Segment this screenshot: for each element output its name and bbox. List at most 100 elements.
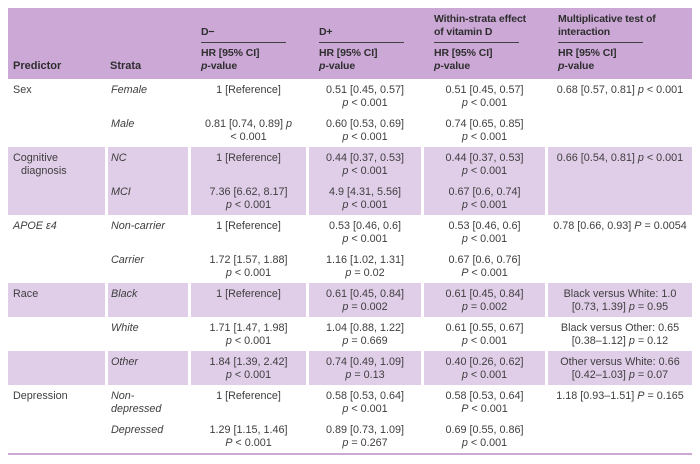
predictor-cell: [8, 419, 105, 453]
within-strata-cell: 0.51 [0.45, 0.57] p < 0.001: [421, 79, 545, 113]
stat-line: p < 0.001: [225, 267, 272, 279]
d-minus-cell: 1.72 [1.57, 1.88] p < 0.001: [188, 249, 306, 283]
stat-line: 0.44 [0.37, 0.53]: [325, 152, 405, 164]
stat-line: 0.51 [0.45, 0.57]: [325, 84, 405, 96]
stat-line: 4.9 [4.31, 5.56]: [328, 186, 402, 198]
strata-cell: Non-carrier: [105, 215, 188, 249]
d-plus-cell: 4.9 [4.31, 5.56] p < 0.001: [306, 181, 421, 215]
predictor-cell: [8, 249, 105, 283]
group-label-line: D−: [201, 26, 215, 38]
d-minus-cell: 1 [Reference]: [188, 147, 306, 181]
table-row: Male 0.81 [0.74, 0.89] p < 0.001 0.60 [0…: [8, 113, 692, 147]
predictor-cell: [8, 351, 105, 385]
stat-line: 0.58 [0.53, 0.64]: [445, 390, 524, 402]
subheader-p-value: p-value: [319, 60, 356, 72]
stat-line: 1 [Reference]: [216, 390, 281, 402]
stat-line: 0.74 [0.49, 1.09]: [325, 356, 405, 368]
stat-line: 1 [Reference]: [216, 84, 281, 96]
within-strata-cell: 0.53 [0.46, 0.6] p < 0.001: [421, 215, 545, 249]
predictor-cell: APOE ε4: [13, 220, 57, 232]
group-label-line: Multiplicative test of: [558, 13, 656, 25]
stat-line: p = 0.02: [345, 267, 385, 279]
strata-cell: White: [105, 317, 188, 351]
stat-line: 0.61 [0.55, 0.67]: [445, 322, 524, 334]
stat-line: p = 0.669: [342, 335, 388, 347]
strata-cell: MCI: [105, 181, 188, 215]
stat-line: 0.78 [0.66, 0.93] P = 0.0054: [553, 220, 687, 232]
stratified-results-table: Predictor Strata D− HR [95% CI] p-value …: [8, 8, 692, 453]
col-group-d-minus: D− HR [95% CI] p-value: [188, 8, 306, 79]
d-plus-cell: 0.53 [0.46, 0.6] p < 0.001: [306, 215, 421, 249]
stat-line: p < 0.001: [461, 233, 508, 245]
stat-line: 0.74 [0.65, 0.85]: [445, 118, 524, 130]
stat-line: 1 [Reference]: [216, 220, 281, 232]
strata-cell: Female: [105, 79, 188, 113]
header-row: Predictor Strata D− HR [95% CI] p-value …: [8, 8, 692, 79]
stat-line: P < 0.001: [461, 267, 508, 279]
within-strata-cell: 0.44 [0.37, 0.53] p < 0.001: [421, 147, 545, 181]
predictor-cell: Race: [8, 283, 105, 317]
strata-cell: Black: [105, 283, 188, 317]
stat-line: 1.04 [0.88, 1.22]: [325, 322, 405, 334]
spanner-rule: [434, 42, 519, 43]
d-plus-cell: 0.44 [0.37, 0.53] p < 0.001: [306, 147, 421, 181]
interaction-cell: Other versus White: 0.66 [0.42–1.03] p =…: [545, 351, 692, 385]
table-header: Predictor Strata D− HR [95% CI] p-value …: [8, 8, 692, 79]
subheader-p-value: p-value: [558, 60, 595, 72]
table-row: Depression Non-depressed 1 [Reference] 0…: [8, 385, 692, 419]
table-bottom-rule: [8, 453, 692, 455]
table-row: Cognitive diagnosis NC 1 [Reference] 0.4…: [8, 147, 692, 181]
stat-line: 0.44 [0.37, 0.53]: [445, 152, 524, 164]
stat-line: p < 0.001: [342, 165, 388, 177]
d-plus-cell: 0.89 [0.73, 1.09] p = 0.267: [306, 419, 421, 453]
d-plus-cell: 0.58 [0.53, 0.64] p < 0.001: [306, 385, 421, 419]
stat-line: 0.68 [0.57, 0.81] p < 0.001: [556, 84, 684, 96]
subheader-p-value: p-value: [434, 60, 471, 72]
within-strata-cell: 0.74 [0.65, 0.85] p < 0.001: [421, 113, 545, 147]
strata-cell: Other: [105, 351, 188, 385]
stat-line: 0.67 [0.6, 0.76]: [448, 254, 521, 266]
stat-line: p < 0.001: [461, 131, 508, 143]
col-group-interaction: Multiplicative test of interaction HR [9…: [545, 8, 692, 79]
within-strata-cell: 0.40 [0.26, 0.62] p < 0.001: [421, 351, 545, 385]
d-minus-cell: 1 [Reference]: [188, 79, 306, 113]
stat-line: 0.81 [0.74, 0.89] p: [204, 118, 293, 130]
interaction-cell: [545, 113, 692, 147]
col-header-predictor: Predictor: [8, 8, 105, 79]
subheader-hr-ci: HR [95% CI]: [319, 47, 378, 59]
stat-line: p < 0.001: [461, 199, 508, 211]
strata-cell: Male: [105, 113, 188, 147]
stat-line: 7.36 [6.62, 8.17]: [209, 186, 288, 198]
stat-line: [0.38–1.12] p = 0.12: [571, 335, 669, 347]
stat-line: 0.40 [0.26, 0.62]: [445, 356, 524, 368]
stat-line: 0.61 [0.45, 0.84]: [325, 288, 405, 300]
stat-line: Black versus White: 1.0: [563, 288, 677, 300]
interaction-cell: 0.78 [0.66, 0.93] P = 0.0054: [545, 215, 692, 249]
within-strata-cell: 0.61 [0.45, 0.84] p = 0.002: [421, 283, 545, 317]
interaction-cell: 1.18 [0.93–1.51] P = 0.165: [545, 385, 692, 419]
within-strata-cell: 0.61 [0.55, 0.67] p < 0.001: [421, 317, 545, 351]
stat-line: p = 0.002: [342, 301, 388, 313]
stat-line: [0.73, 1.39] p = 0.95: [571, 301, 669, 313]
stat-line: 0.67 [0.6, 0.74]: [448, 186, 521, 198]
stat-line: Other versus White: 0.66: [560, 356, 680, 368]
stat-line: P < 0.001: [461, 403, 508, 415]
within-strata-cell: 0.67 [0.6, 0.74] p < 0.001: [421, 181, 545, 215]
stat-line: p < 0.001: [461, 437, 508, 449]
d-minus-cell: 1.29 [1.15, 1.46] P < 0.001: [188, 419, 306, 453]
stat-line: 1.16 [1.02, 1.31]: [325, 254, 405, 266]
stat-line: p < 0.001: [461, 369, 508, 381]
d-plus-cell: 0.74 [0.49, 1.09] p = 0.13: [306, 351, 421, 385]
interaction-cell: 0.66 [0.54, 0.81] p < 0.001: [545, 147, 692, 181]
strata-cell: Non-depressed: [105, 385, 188, 419]
stat-line: p < 0.001: [225, 369, 272, 381]
stat-line: p < 0.001: [461, 335, 508, 347]
stat-line: 1.71 [1.47, 1.98]: [209, 322, 288, 334]
d-minus-cell: 1.71 [1.47, 1.98] p < 0.001: [188, 317, 306, 351]
group-label-line: interaction: [558, 26, 611, 38]
d-minus-cell: 1 [Reference]: [188, 385, 306, 419]
interaction-cell: Black versus Other: 0.65 [0.38–1.12] p =…: [545, 317, 692, 351]
interaction-cell: [545, 419, 692, 453]
stat-line: Black versus Other: 0.65: [560, 322, 680, 334]
d-minus-cell: 1 [Reference]: [188, 283, 306, 317]
